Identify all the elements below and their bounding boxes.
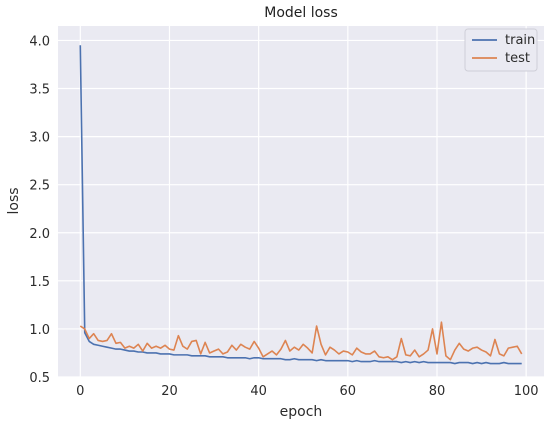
- y-tick-label: 3.0: [29, 131, 50, 146]
- legend-label-test: test: [505, 51, 530, 66]
- y-tick-label: 0.5: [29, 371, 50, 386]
- y-tick-label: 1.0: [29, 323, 50, 338]
- x-axis: 0 20 40 60 80 100: [76, 384, 538, 399]
- chart-title: Model loss: [264, 5, 338, 21]
- x-tick-label: 60: [340, 384, 357, 399]
- y-axis-title: loss: [6, 187, 22, 214]
- x-tick-label: 80: [429, 384, 446, 399]
- grid: [58, 26, 544, 378]
- y-tick-label: 1.5: [29, 275, 50, 290]
- y-tick-label: 4.0: [29, 34, 50, 49]
- x-tick-label: 20: [161, 384, 178, 399]
- series-lines: [79, 45, 523, 365]
- x-axis-title: epoch: [280, 404, 323, 420]
- x-tick-label: 100: [514, 384, 539, 399]
- y-axis: 0.5 1.0 1.5 2.0 2.5 3.0 3.5 4.0: [29, 34, 50, 386]
- legend-label-train: train: [505, 33, 535, 48]
- y-tick-label: 2.0: [29, 227, 50, 242]
- legend: train test: [464, 28, 538, 72]
- series-line-train: [79, 45, 522, 365]
- x-tick-label: 0: [76, 384, 84, 399]
- series-line-test: [79, 321, 523, 361]
- y-tick-label: 3.5: [29, 83, 50, 98]
- y-tick-label: 2.5: [29, 179, 50, 194]
- x-tick-label: 40: [250, 384, 267, 399]
- plot-area: [58, 26, 544, 377]
